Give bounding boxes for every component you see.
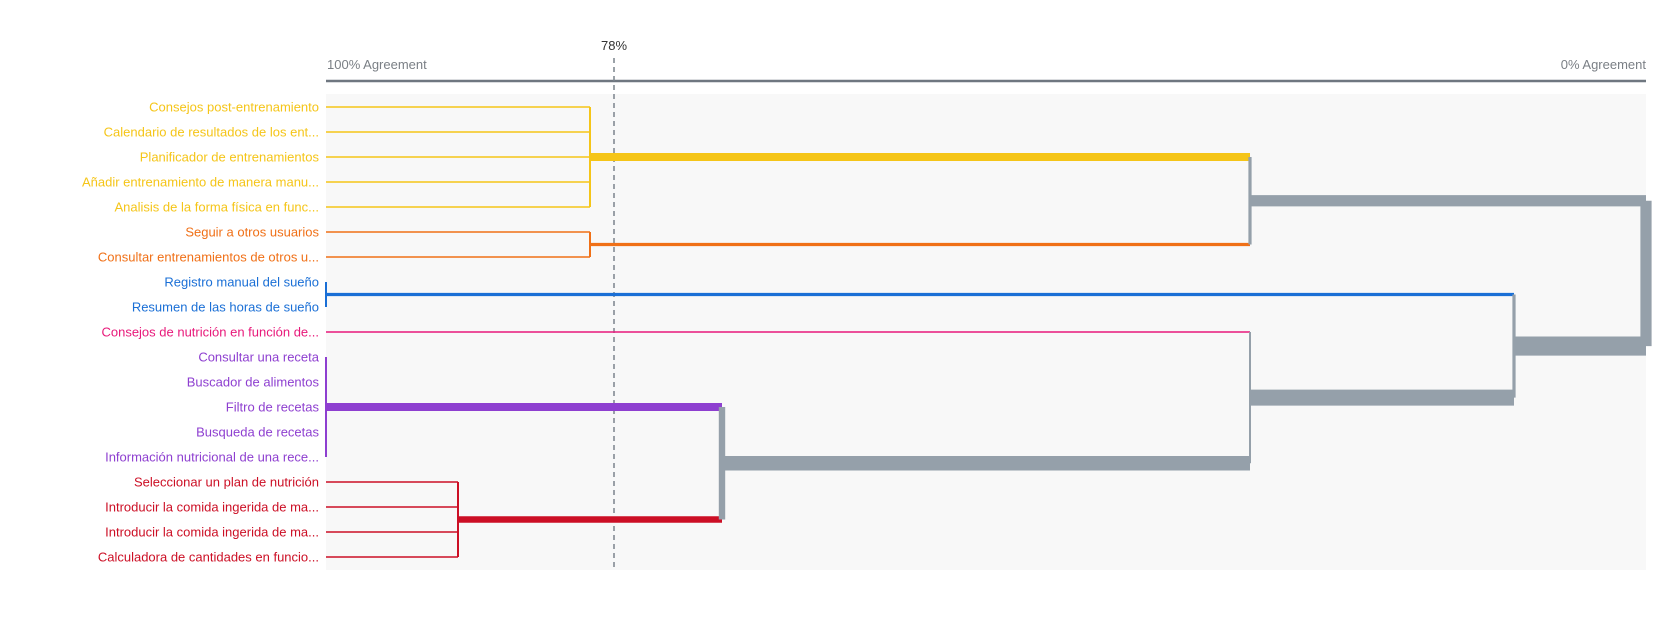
leaf-label: Información nutricional de una rece...: [105, 450, 319, 465]
leaf-label: Introducir la comida ingerida de ma...: [105, 525, 319, 540]
leaf-label: Consultar entrenamientos de otros u...: [98, 250, 319, 265]
leaf-label: Seleccionar un plan de nutrición: [134, 475, 319, 490]
leaf-label: Analisis de la forma física en func...: [115, 200, 319, 215]
axis-right-label: 0% Agreement: [1561, 57, 1647, 72]
leaf-label: Introducir la comida ingerida de ma...: [105, 500, 319, 515]
cut-label: 78%: [601, 38, 627, 53]
leaf-label: Calculadora de cantidades en funcio...: [98, 550, 319, 565]
leaf-label: Consultar una receta: [198, 350, 319, 365]
leaf-label: Consejos de nutrición en función de...: [101, 325, 319, 340]
leaf-label: Planificador de entrenamientos: [140, 150, 320, 165]
leaf-label: Añadir entrenamiento de manera manu...: [82, 175, 319, 190]
leaf-label: Resumen de las horas de sueño: [132, 300, 319, 315]
dendrogram-links: [325, 106, 1652, 558]
leaf-label: Calendario de resultados de los ent...: [104, 125, 319, 140]
leaf-label: Buscador de alimentos: [187, 375, 320, 390]
leaf-labels: Consejos post-entrenamiento Calendario de…: [82, 100, 320, 565]
leaf-label: Seguir a otros usuarios: [185, 225, 319, 240]
leaf-label: Consejos post-entrenamiento: [149, 100, 319, 115]
axis-left-label: 100% Agreement: [327, 57, 427, 72]
leaf-label: Busqueda de recetas: [196, 425, 319, 440]
leaf-label: Filtro de recetas: [226, 400, 320, 415]
leaf-label: Registro manual del sueño: [164, 275, 319, 290]
